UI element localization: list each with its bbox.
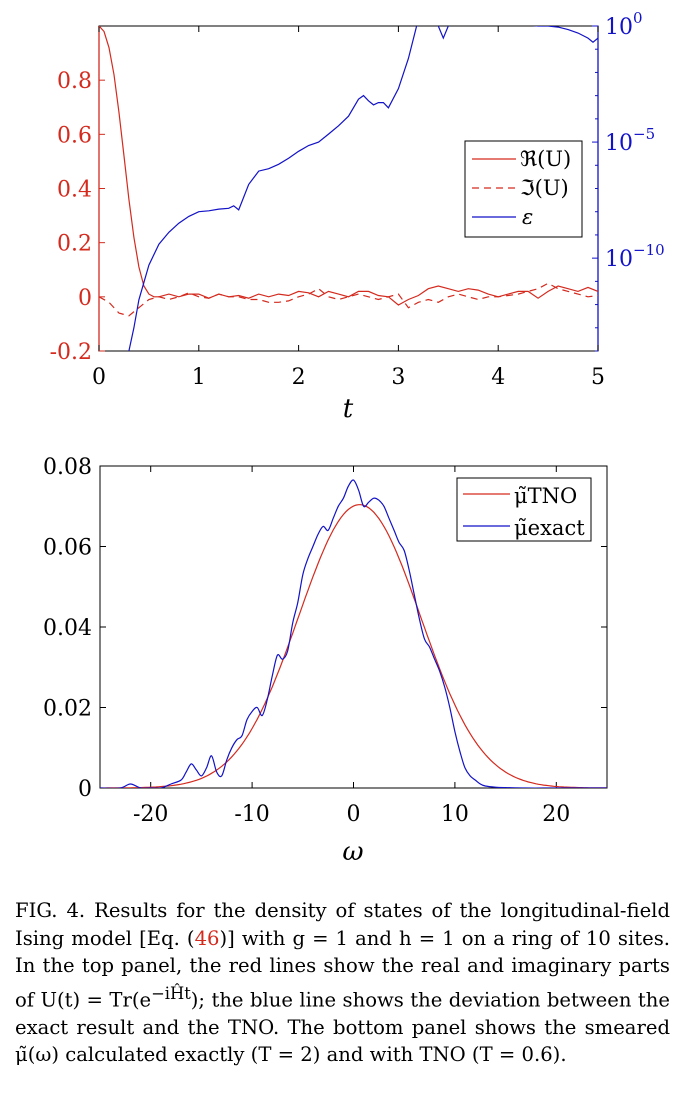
- caption-equation-reference[interactable]: 46: [194, 926, 220, 950]
- caption-text-part-3: ); the blue line shows the deviation bet…: [15, 988, 670, 1067]
- top-right-y-tick-label: 10−10: [605, 241, 665, 272]
- bottom-y-tick-label: 0.02: [43, 697, 92, 722]
- figure-caption: FIG. 4. Results for the density of state…: [15, 897, 670, 1069]
- top-left-y-ticks: -0.2 0 0.2 0.4 0.6 0.8: [50, 69, 105, 365]
- top-x-tick-label: 4: [491, 365, 505, 390]
- top-left-y-tick-label: 0: [78, 286, 92, 311]
- bottom-x-tick-label: 10: [441, 802, 469, 827]
- top-x-tick-label: 5: [591, 365, 605, 390]
- bottom-legend-box: [456, 477, 592, 542]
- bottom-x-ticks: -20 -10 0 10 20: [133, 466, 570, 827]
- top-x-tick-label: 2: [292, 365, 306, 390]
- caption-text-part-1: Results for the density of states of the…: [15, 899, 670, 950]
- bottom-x-tick-label: -10: [234, 802, 269, 827]
- legend-label-epsilon: ε: [522, 205, 533, 229]
- caption-text-part-2: )] with g = 1 and h = 1 on a ring of 10 …: [15, 926, 670, 1012]
- bottom-panel: -20 -10 0 10 20 0 0.02 0.04 0.06 0.08 ω μ̃TNO μ̃…: [43, 455, 608, 867]
- top-right-y-tick-label: 100: [605, 9, 643, 40]
- top-x-ticks: 0 1 2 3 4 5: [92, 26, 605, 390]
- legend-label-real-u: ℜ(U): [520, 147, 571, 171]
- bottom-legend: μ̃TNO μ̃exact: [456, 477, 592, 542]
- bottom-y-tick-label: 0.08: [43, 455, 92, 480]
- top-x-tick-label: 3: [391, 365, 405, 390]
- series-line-real-u: [99, 26, 598, 306]
- bottom-y-ticks: 0 0.02 0.04 0.06 0.08: [43, 455, 607, 802]
- top-x-tick-label: 1: [192, 365, 206, 390]
- bottom-x-tick-label: 0: [347, 802, 361, 827]
- bottom-y-tick-label: 0.04: [43, 616, 92, 641]
- series-line-mu-exact: [100, 479, 607, 788]
- series-line-epsilon: [128, 26, 598, 351]
- caption-label: FIG. 4.: [15, 899, 86, 922]
- bottom-x-axis-label: ω: [342, 837, 363, 867]
- bottom-x-tick-label: 20: [542, 802, 570, 827]
- legend-label-mu-exact: μ̃exact: [514, 516, 585, 540]
- bottom-y-tick-label: 0.06: [43, 536, 92, 561]
- top-right-y-ticks: 100 10−5 10−10: [592, 9, 665, 352]
- top-left-y-tick-label: 0.6: [57, 123, 92, 148]
- legend-label-mu-tno: μ̃TNO: [514, 484, 577, 508]
- series-line-mu-tno: [100, 504, 607, 788]
- top-legend-box: [464, 140, 583, 238]
- series-line-imag-u: [99, 282, 598, 317]
- top-left-y-tick-label: 0.4: [57, 178, 92, 203]
- top-left-y-tick-label: 0.8: [57, 69, 92, 94]
- top-right-y-tick-label: 10−5: [605, 125, 655, 156]
- caption-exponent: −iĤt: [151, 983, 191, 1003]
- top-x-tick-label: 0: [92, 365, 106, 390]
- top-left-y-tick-label: 0.2: [57, 232, 92, 257]
- legend-label-imag-u: ℑ(U): [520, 176, 569, 200]
- bottom-y-tick-label: 0: [78, 777, 92, 802]
- bottom-x-tick-label: -20: [133, 802, 168, 827]
- top-legend: ℜ(U) ℑ(U) ε: [464, 140, 583, 238]
- top-x-axis-label: t: [343, 394, 354, 424]
- top-left-y-tick-label: -0.2: [50, 340, 92, 365]
